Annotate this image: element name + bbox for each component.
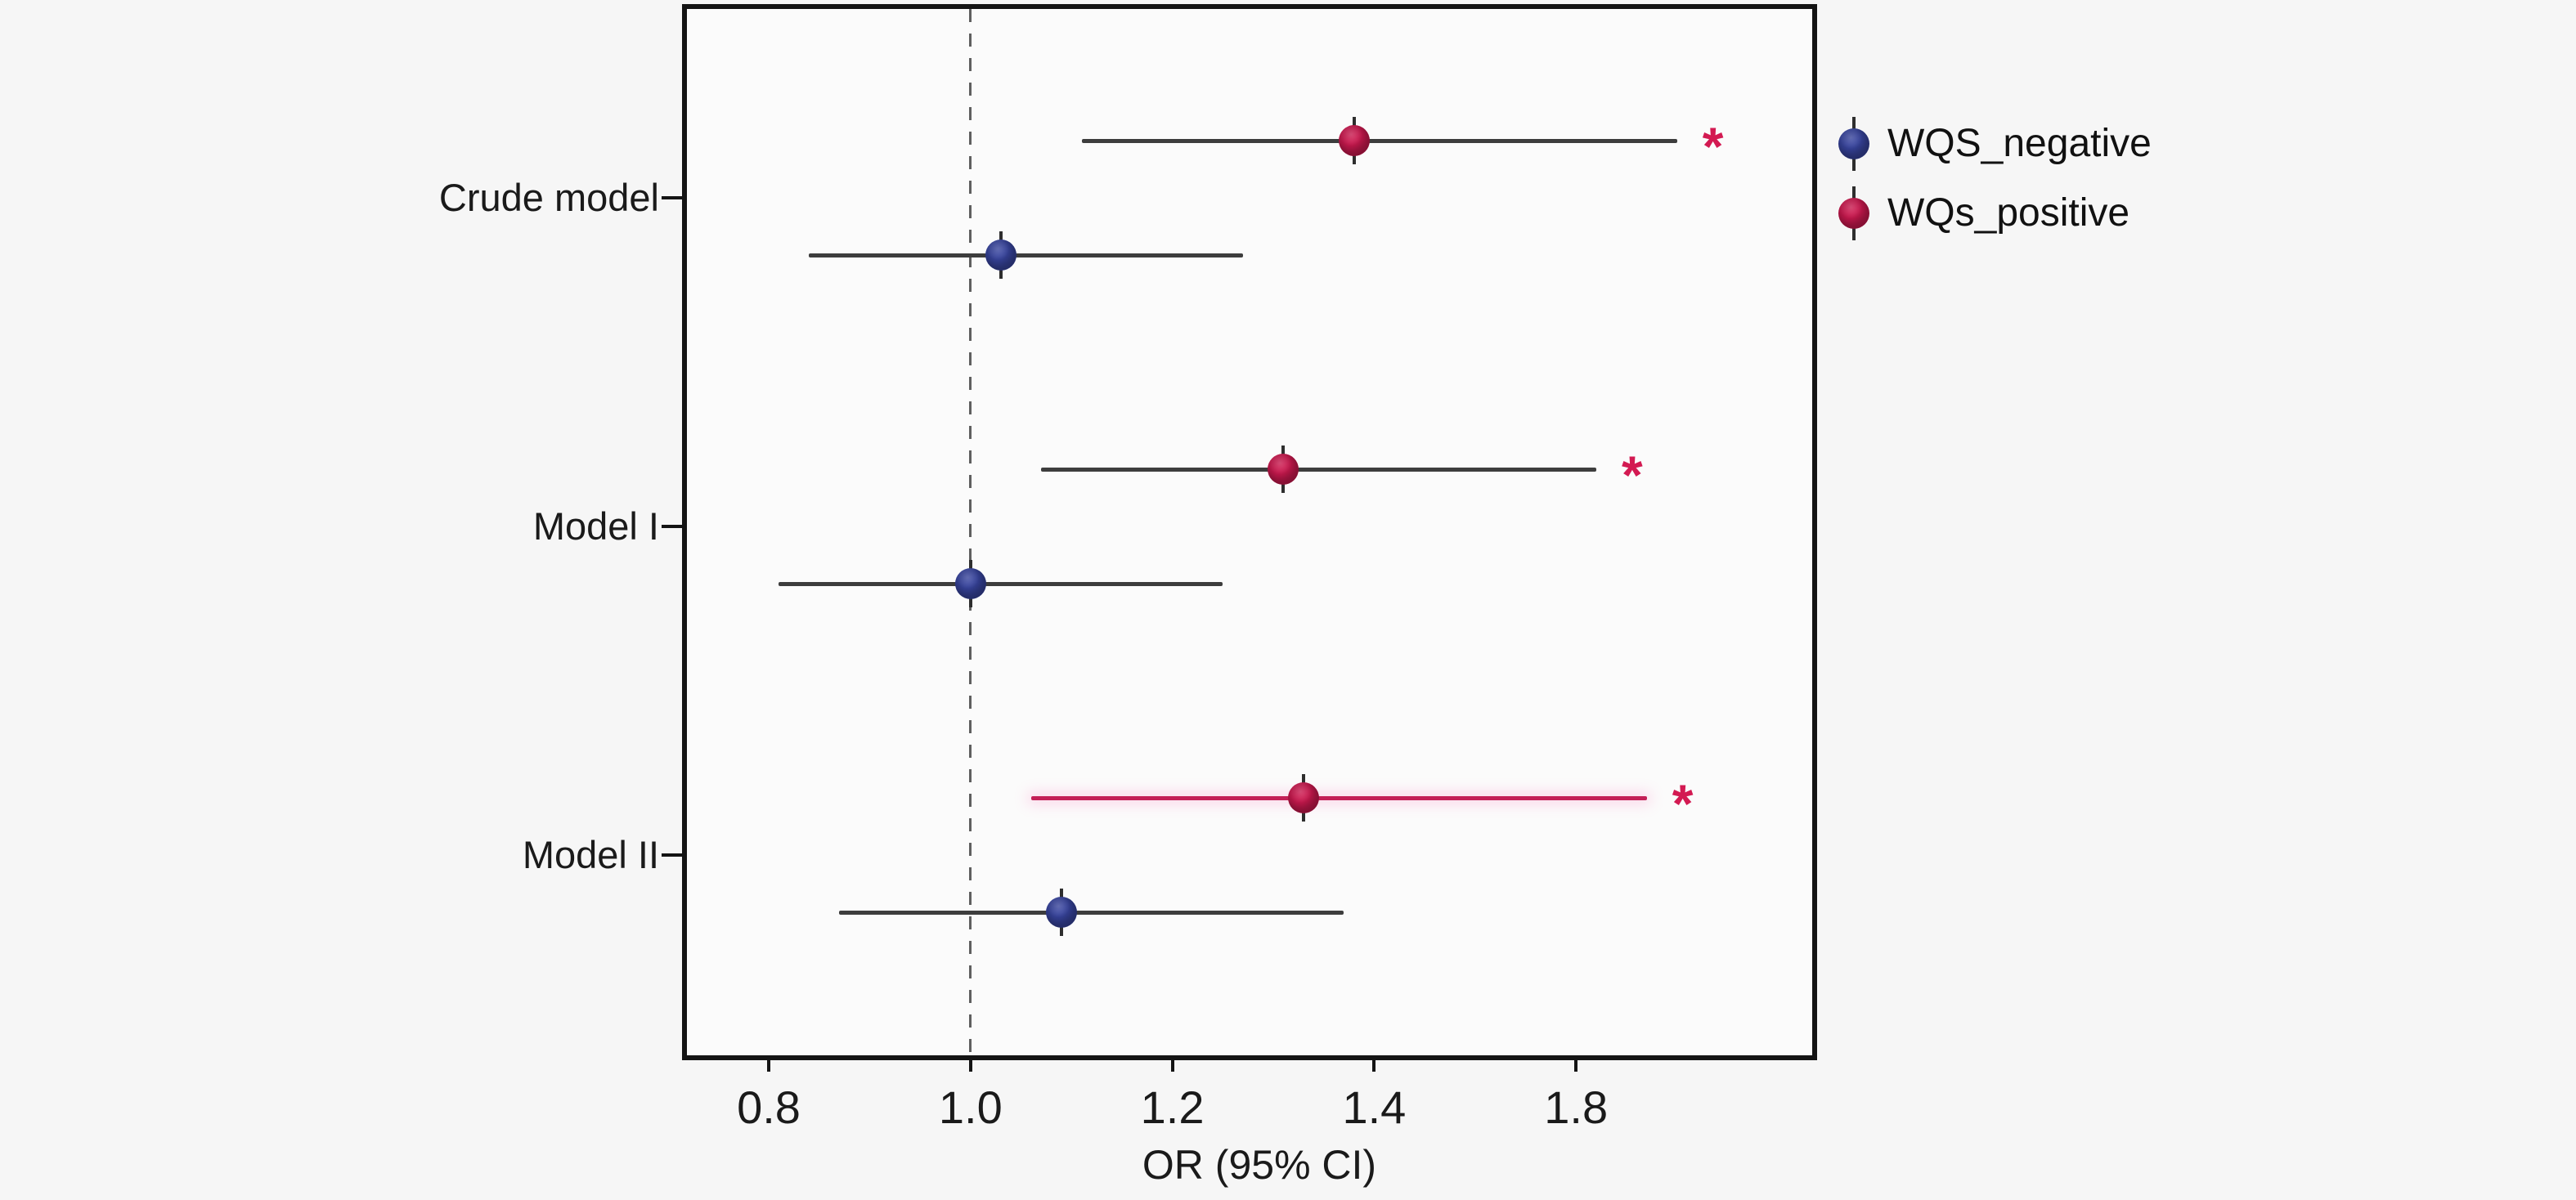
significance-star: *	[1622, 445, 1643, 505]
circle-marker-icon	[1288, 782, 1320, 813]
x-axis-tick	[1170, 1057, 1174, 1072]
x-axis-tick	[1372, 1057, 1376, 1072]
x-axis-title: OR (95% CI)	[1142, 1142, 1377, 1188]
circle-marker-icon	[985, 240, 1016, 271]
x-tick-label: 1.4	[1342, 1081, 1407, 1133]
x-axis-tick	[1574, 1057, 1578, 1072]
ci-line	[839, 910, 1344, 915]
circle-marker-icon	[1838, 197, 1869, 229]
circle-marker-icon	[1045, 897, 1077, 928]
x-tick-label: 1.2	[1140, 1081, 1205, 1133]
y-axis-tick	[662, 196, 682, 199]
circle-marker-icon	[1338, 125, 1370, 156]
plot-frame	[682, 4, 1817, 1060]
x-tick-label: 1.8	[1544, 1081, 1609, 1133]
circle-marker-icon	[1838, 128, 1869, 159]
ci-line	[1081, 138, 1677, 143]
ci-line	[809, 253, 1243, 257]
legend-marker-positive-icon	[1838, 186, 1869, 240]
legend-item-positive: WQs_positive	[1838, 186, 2130, 240]
ci-line	[779, 581, 1223, 586]
significance-star: *	[1702, 116, 1724, 177]
point-marker	[1268, 446, 1299, 493]
legend-label-positive: WQs_positive	[1887, 191, 2130, 235]
x-tick-label: 0.8	[737, 1081, 801, 1133]
point-marker	[1045, 889, 1077, 936]
category-label: Crude model	[438, 176, 659, 219]
circle-marker-icon	[1268, 454, 1299, 485]
category-label: Model I	[532, 504, 659, 548]
x-tick-label: 1.0	[938, 1081, 1003, 1133]
y-axis-tick	[662, 853, 682, 857]
x-axis-tick	[767, 1057, 770, 1072]
legend-item-negative: WQS_negative	[1838, 116, 2152, 171]
legend-marker-negative-icon	[1838, 116, 1869, 171]
reference-line-or-1	[969, 9, 972, 1055]
x-axis-tick	[968, 1057, 972, 1072]
ci-line	[1041, 467, 1596, 472]
point-marker	[954, 560, 986, 607]
y-axis-tick	[662, 525, 682, 528]
point-marker	[1288, 774, 1320, 822]
circle-marker-icon	[954, 568, 986, 599]
legend-label-negative: WQS_negative	[1887, 122, 2152, 165]
point-marker	[985, 231, 1016, 279]
category-label: Model II	[522, 833, 659, 876]
significance-star: *	[1672, 773, 1694, 834]
point-marker	[1338, 117, 1370, 164]
ci-line	[1030, 795, 1647, 800]
